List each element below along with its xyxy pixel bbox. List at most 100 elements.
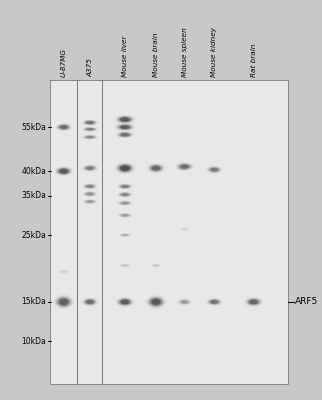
Ellipse shape xyxy=(86,185,94,188)
Ellipse shape xyxy=(56,297,71,307)
Ellipse shape xyxy=(118,201,132,205)
Ellipse shape xyxy=(60,126,67,129)
Ellipse shape xyxy=(120,234,130,237)
Ellipse shape xyxy=(87,200,93,203)
Ellipse shape xyxy=(243,296,264,307)
Ellipse shape xyxy=(82,191,98,197)
Ellipse shape xyxy=(82,298,98,306)
Ellipse shape xyxy=(118,164,132,172)
Ellipse shape xyxy=(205,298,223,306)
Ellipse shape xyxy=(116,297,134,307)
Ellipse shape xyxy=(114,123,136,132)
Ellipse shape xyxy=(248,299,259,305)
Ellipse shape xyxy=(121,166,129,171)
Ellipse shape xyxy=(86,121,93,124)
Ellipse shape xyxy=(117,263,133,268)
Text: U-87MG: U-87MG xyxy=(61,48,67,77)
Ellipse shape xyxy=(120,202,130,205)
Ellipse shape xyxy=(116,191,134,198)
Ellipse shape xyxy=(58,270,70,274)
Ellipse shape xyxy=(53,295,74,309)
Ellipse shape xyxy=(81,126,98,132)
Ellipse shape xyxy=(118,192,132,198)
Ellipse shape xyxy=(121,193,129,196)
Text: A375: A375 xyxy=(87,58,93,77)
Ellipse shape xyxy=(52,294,75,310)
Ellipse shape xyxy=(57,269,70,274)
Ellipse shape xyxy=(114,162,136,174)
Ellipse shape xyxy=(208,299,221,305)
Ellipse shape xyxy=(118,192,132,197)
Ellipse shape xyxy=(177,163,192,170)
Text: ARF5: ARF5 xyxy=(295,298,318,306)
Ellipse shape xyxy=(122,234,128,236)
Ellipse shape xyxy=(118,298,132,306)
Ellipse shape xyxy=(55,296,72,308)
Ellipse shape xyxy=(86,300,94,304)
Ellipse shape xyxy=(121,193,128,196)
Ellipse shape xyxy=(149,263,163,268)
Ellipse shape xyxy=(84,299,96,305)
Ellipse shape xyxy=(147,296,165,308)
Ellipse shape xyxy=(118,201,132,206)
Ellipse shape xyxy=(115,296,135,307)
Ellipse shape xyxy=(119,125,131,130)
Text: Mouse kidney: Mouse kidney xyxy=(211,27,217,77)
Ellipse shape xyxy=(118,116,132,123)
Ellipse shape xyxy=(151,298,161,305)
Ellipse shape xyxy=(175,162,194,171)
Ellipse shape xyxy=(118,184,132,189)
Ellipse shape xyxy=(83,135,97,139)
Text: Mouse spleen: Mouse spleen xyxy=(182,27,187,77)
Ellipse shape xyxy=(118,213,132,218)
Ellipse shape xyxy=(118,298,132,305)
Ellipse shape xyxy=(81,164,99,172)
Ellipse shape xyxy=(81,134,99,140)
Ellipse shape xyxy=(84,184,96,189)
Ellipse shape xyxy=(118,124,132,130)
Ellipse shape xyxy=(82,120,98,125)
Ellipse shape xyxy=(176,163,193,171)
Ellipse shape xyxy=(57,168,70,175)
Ellipse shape xyxy=(57,269,71,274)
Ellipse shape xyxy=(150,264,162,268)
Ellipse shape xyxy=(116,183,134,190)
Ellipse shape xyxy=(146,163,166,174)
Ellipse shape xyxy=(84,192,96,196)
Ellipse shape xyxy=(122,214,128,216)
Ellipse shape xyxy=(178,164,191,170)
Ellipse shape xyxy=(81,134,98,140)
Ellipse shape xyxy=(121,300,129,304)
Ellipse shape xyxy=(86,128,93,130)
Ellipse shape xyxy=(179,299,191,305)
Ellipse shape xyxy=(119,213,130,217)
Ellipse shape xyxy=(121,214,129,217)
Ellipse shape xyxy=(121,185,129,188)
Ellipse shape xyxy=(121,202,128,204)
Ellipse shape xyxy=(85,128,95,131)
Ellipse shape xyxy=(116,200,134,206)
Ellipse shape xyxy=(119,117,131,122)
Ellipse shape xyxy=(118,184,132,189)
Ellipse shape xyxy=(118,132,132,138)
Ellipse shape xyxy=(81,298,98,306)
Ellipse shape xyxy=(81,126,99,132)
Ellipse shape xyxy=(179,227,190,230)
Ellipse shape xyxy=(87,193,93,195)
Text: Mouse liver: Mouse liver xyxy=(122,35,128,77)
Ellipse shape xyxy=(245,298,262,306)
Ellipse shape xyxy=(179,164,190,169)
Ellipse shape xyxy=(210,300,219,304)
Ellipse shape xyxy=(178,299,191,305)
Ellipse shape xyxy=(151,166,161,171)
Ellipse shape xyxy=(117,213,133,218)
Ellipse shape xyxy=(82,165,98,171)
Ellipse shape xyxy=(60,270,68,273)
Ellipse shape xyxy=(83,120,97,125)
Ellipse shape xyxy=(180,300,189,304)
Ellipse shape xyxy=(54,296,73,308)
Ellipse shape xyxy=(121,185,128,188)
Ellipse shape xyxy=(147,163,165,173)
Ellipse shape xyxy=(84,120,96,125)
Ellipse shape xyxy=(56,124,71,131)
